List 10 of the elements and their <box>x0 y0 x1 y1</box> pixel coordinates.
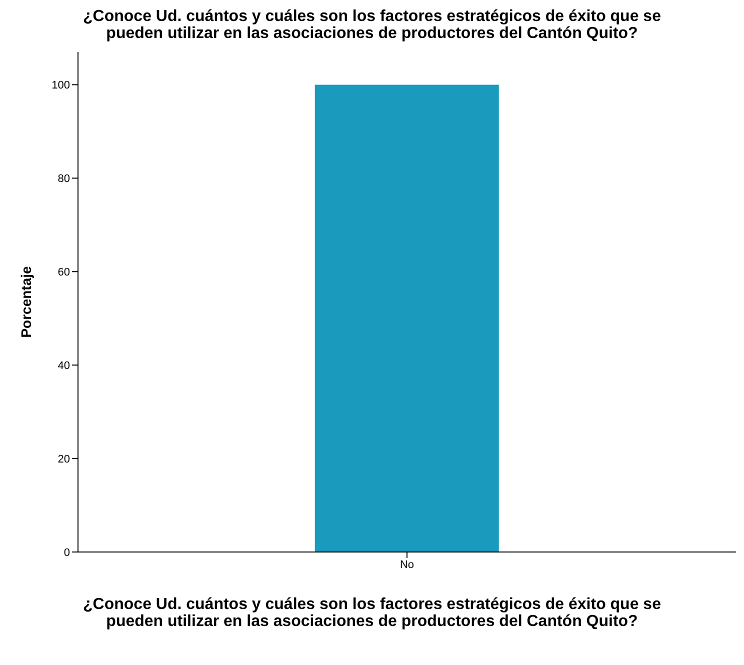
y-tick-label: 20 <box>58 453 70 466</box>
y-tick-label: 0 <box>64 546 70 559</box>
y-tick-label: 40 <box>58 360 70 372</box>
y-tick-label: 100 <box>52 80 70 92</box>
y-tick-label: 60 <box>58 266 70 279</box>
chart-title: ¿Conoce Ud. cuántos y cuáles son los factores estratégicos de éxito que se pueden utilizar en las asociaciones de productores del Cantón Quito? <box>82 8 662 42</box>
x-tick-label: No <box>400 558 414 571</box>
y-axis-title: Porcentaje <box>18 266 34 338</box>
y-tick-label: 80 <box>58 173 70 186</box>
x-axis-title: ¿Conoce Ud. cuántos y cuáles son los factores estratégicos de éxito que se pueden utilizar en las asociaciones de productores del Cantón Quito? <box>82 596 662 630</box>
